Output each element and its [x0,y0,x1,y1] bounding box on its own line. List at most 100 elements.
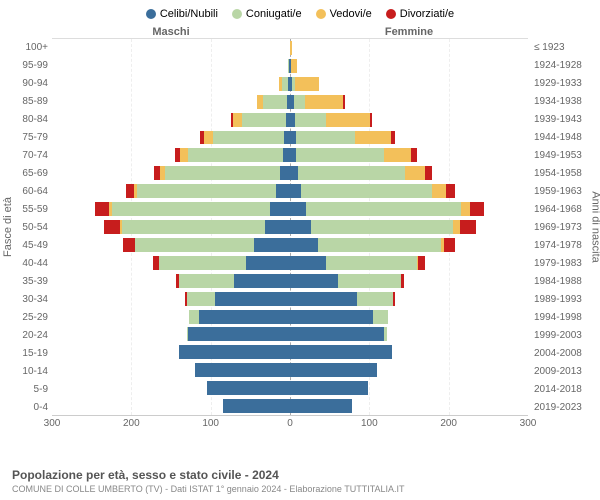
bar-segment [290,41,292,55]
female-bar [290,343,528,361]
legend-label: Vedovi/e [330,8,372,20]
bar-segment [405,166,425,180]
bar-segment [444,238,455,252]
male-bar [52,111,290,129]
legend-item: Divorziati/e [386,8,454,20]
bar-segment [311,220,454,234]
age-label: 25-29 [10,308,52,326]
bar-segment [199,310,290,324]
female-bar [290,75,528,93]
pyramid-row [52,75,528,93]
bar-segment [401,274,404,288]
pyramid-bars [52,38,528,416]
pyramid-row [52,200,528,218]
bar-segment [301,184,432,198]
bar-segment [373,310,387,324]
pyramid-row [52,326,528,344]
bar-segment [296,131,356,145]
female-bar [290,397,528,415]
x-tick-label: 100 [361,418,378,429]
bar-segment [290,238,318,252]
female-bar [290,200,528,218]
female-bar [290,57,528,75]
bar-segment [290,381,368,395]
birth-label: 1964-1968 [528,200,590,218]
bar-segment [290,327,384,341]
bar-segment [461,202,471,216]
bar-segment [290,220,311,234]
bar-segment [295,77,319,91]
legend-label: Celibi/Nubili [160,8,218,20]
birth-label: 1989-1993 [528,290,590,308]
female-bar [290,164,528,182]
age-label: 50-54 [10,218,52,236]
bar-segment [306,202,461,216]
legend-swatch [232,9,242,19]
male-bar [52,218,290,236]
legend-swatch [386,9,396,19]
female-bar [290,308,528,326]
birth-year-labels: ≤ 19231924-19281929-19331934-19381939-19… [528,38,590,416]
male-bar [52,164,290,182]
header-female: Femmine [290,26,528,38]
bar-segment [265,220,290,234]
bar-segment [290,310,373,324]
male-bar [52,182,290,200]
male-bar [52,39,290,57]
male-bar [52,93,290,111]
bar-segment [425,166,432,180]
pyramid-row [52,308,528,326]
birth-label: 2019-2023 [528,398,590,416]
pyramid-row [52,272,528,290]
bar-segment [290,166,298,180]
male-bar [52,308,290,326]
bar-segment [283,148,290,162]
bar-segment [305,95,343,109]
chart-footer: Popolazione per età, sesso e stato civil… [12,468,588,494]
age-label: 40-44 [10,254,52,272]
age-label: 55-59 [10,200,52,218]
pyramid-row [52,361,528,379]
bar-segment [126,184,134,198]
pyramid-row [52,290,528,308]
bar-segment [246,256,290,270]
pyramid-row [52,111,528,129]
bar-segment [135,238,254,252]
birth-label: 1954-1958 [528,164,590,182]
bar-segment [112,202,271,216]
bar-segment [207,381,290,395]
bar-segment [204,131,214,145]
pyramid-row [52,182,528,200]
bar-segment [460,220,476,234]
female-bar [290,290,528,308]
birth-label: 2009-2013 [528,362,590,380]
female-bar [290,361,528,379]
bar-segment [270,202,290,216]
pyramid-row [52,39,528,57]
bar-segment [355,131,391,145]
bar-segment [234,274,290,288]
birth-label: 1949-1953 [528,146,590,164]
age-label: 20-24 [10,326,52,344]
male-bar [52,343,290,361]
legend-swatch [146,9,156,19]
pyramid-row [52,129,528,147]
birth-label: 1934-1938 [528,92,590,110]
male-bar [52,326,290,344]
bar-segment [215,292,290,306]
pyramid-row [52,236,528,254]
legend-swatch [316,9,326,19]
male-bar [52,75,290,93]
bar-segment [233,113,243,127]
x-tick-label: 300 [44,418,61,429]
bar-segment [338,274,401,288]
female-bar [290,254,528,272]
gender-headers: Maschi Femmine [10,26,590,38]
legend: Celibi/NubiliConiugati/eVedovi/eDivorzia… [10,8,590,20]
age-label: 15-19 [10,344,52,362]
female-bar [290,272,528,290]
bar-segment [294,95,305,109]
age-label: 80-84 [10,110,52,128]
x-tick-label: 200 [440,418,457,429]
age-label: 75-79 [10,128,52,146]
